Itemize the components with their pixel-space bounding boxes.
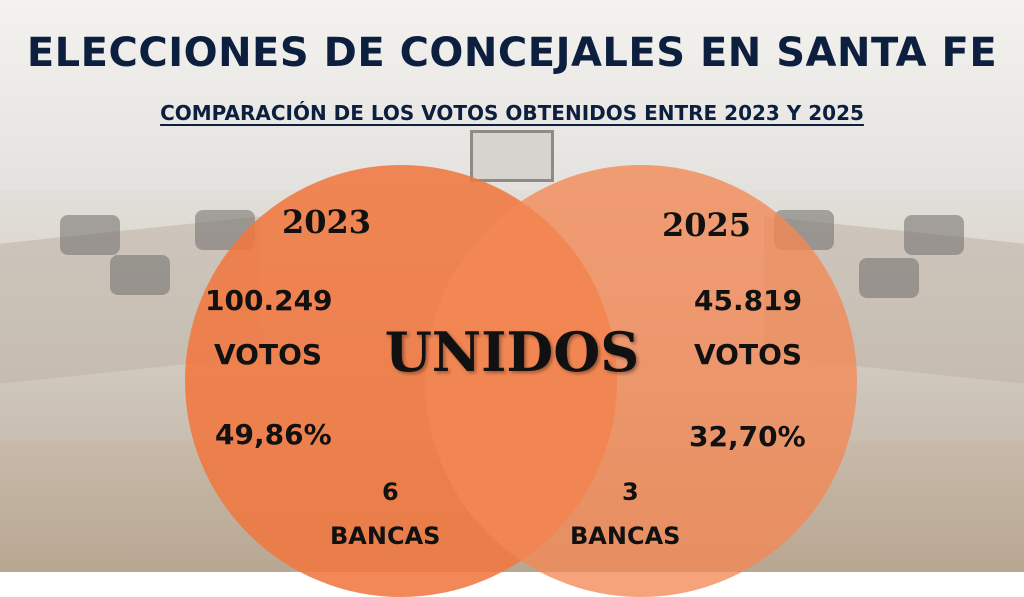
seats-2025-number: 3: [622, 478, 639, 506]
seats-2025-label: BANCAS: [570, 522, 681, 550]
percent-2025: 32,70%: [689, 420, 806, 453]
circle-2025: [425, 165, 857, 597]
page-title: ELECCIONES DE CONCEJALES EN SANTA FE: [26, 30, 998, 76]
votes-2025-number: 45.819: [694, 284, 803, 317]
page-subtitle: COMPARACIÓN DE LOS VOTOS OBTENIDOS ENTRE…: [160, 101, 864, 125]
year-2025-label: 2025: [662, 206, 752, 244]
votes-2023-label: VOTOS: [214, 338, 323, 371]
percent-2023: 49,86%: [215, 418, 332, 451]
party-name-unidos: UNIDOS: [384, 320, 640, 384]
year-2023-label: 2023: [282, 203, 372, 241]
seats-2023-number: 6: [382, 478, 399, 506]
seats-2023-label: BANCAS: [330, 522, 441, 550]
votes-2023-number: 100.249: [205, 284, 333, 317]
votes-2025-label: VOTOS: [694, 338, 803, 371]
